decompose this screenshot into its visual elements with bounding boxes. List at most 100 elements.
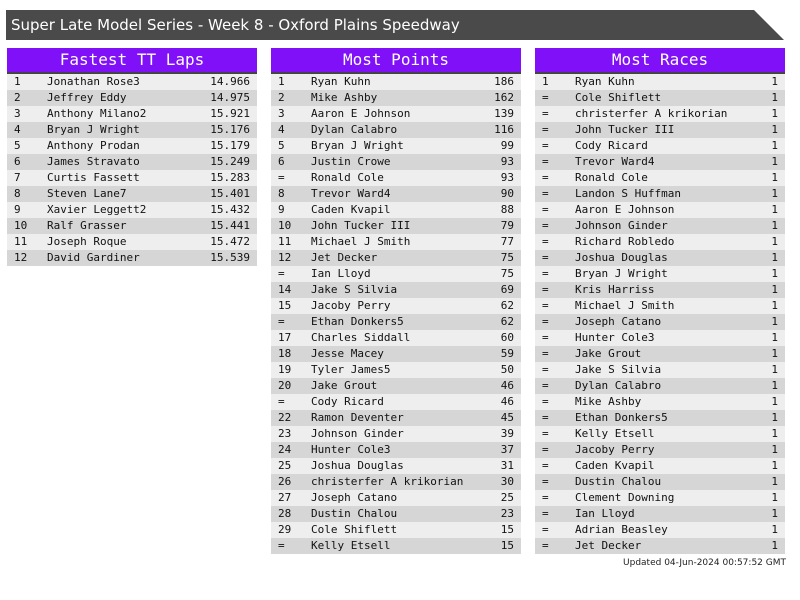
row-value: 25 bbox=[500, 491, 514, 504]
row-rank: 14 bbox=[278, 283, 292, 296]
table-row: = Hunter Cole3 1 bbox=[535, 330, 785, 346]
row-driver-name: Jet Decker bbox=[575, 539, 642, 552]
row-rank: 1 bbox=[542, 75, 549, 88]
row-rank: 5 bbox=[14, 139, 21, 152]
row-value: 1 bbox=[771, 171, 778, 184]
row-value: 60 bbox=[500, 331, 514, 344]
row-value: 1 bbox=[771, 443, 778, 456]
row-rank: 6 bbox=[278, 155, 285, 168]
table-row: 9 Xavier Leggett2 15.432 bbox=[7, 202, 257, 218]
table-row: = Adrian Beasley 1 bbox=[535, 522, 785, 538]
row-rank: 28 bbox=[278, 507, 292, 520]
row-value: 30 bbox=[500, 475, 514, 488]
row-value: 88 bbox=[500, 203, 514, 216]
row-value: 1 bbox=[771, 91, 778, 104]
row-driver-name: Jet Decker bbox=[311, 251, 378, 264]
table-row: = Johnson Ginder 1 bbox=[535, 218, 785, 234]
row-value: 1 bbox=[771, 347, 778, 360]
row-rank: 11 bbox=[14, 235, 28, 248]
row-value: 139 bbox=[494, 107, 514, 120]
row-rank: 5 bbox=[278, 139, 285, 152]
panel-most-points: Most Points 1 Ryan Kuhn 186 2 Mike Ashby 162 3… bbox=[271, 48, 521, 554]
row-value: 39 bbox=[500, 427, 514, 440]
row-rank: 17 bbox=[278, 331, 292, 344]
row-value: 15.539 bbox=[210, 251, 250, 264]
row-driver-name: Anthony Prodan bbox=[47, 139, 140, 152]
table-row: = Trevor Ward4 1 bbox=[535, 154, 785, 170]
row-value: 77 bbox=[500, 235, 514, 248]
updated-timestamp: Updated 04-Jun-2024 00:57:52 GMT bbox=[623, 558, 786, 568]
title-banner: Super Late Model Series - Week 8 - Oxfor… bbox=[6, 10, 784, 40]
row-rank: 4 bbox=[278, 123, 285, 136]
row-driver-name: Joshua Douglas bbox=[311, 459, 404, 472]
panel-most-races: Most Races 1 Ryan Kuhn 1 = Cole Shiflett 1 = ch… bbox=[535, 48, 785, 554]
row-driver-name: Ralf Grasser bbox=[47, 219, 127, 232]
row-value: 14.966 bbox=[210, 75, 250, 88]
row-driver-name: Jake S Silvia bbox=[575, 363, 662, 376]
row-value: 1 bbox=[771, 491, 778, 504]
table-row: 4 Dylan Calabro 116 bbox=[271, 122, 521, 138]
row-driver-name: Ian Lloyd bbox=[311, 267, 371, 280]
row-driver-name: Curtis Fassett bbox=[47, 171, 140, 184]
row-driver-name: Ethan Donkers5 bbox=[311, 315, 404, 328]
table-row: 17 Charles Siddall 60 bbox=[271, 330, 521, 346]
row-driver-name: Kris Harriss bbox=[575, 283, 655, 296]
table-row: 23 Johnson Ginder 39 bbox=[271, 426, 521, 442]
row-value: 1 bbox=[771, 187, 778, 200]
table-row: = Richard Robledo 1 bbox=[535, 234, 785, 250]
panel-rows: 1 Ryan Kuhn 186 2 Mike Ashby 162 3 Aaron E John… bbox=[271, 74, 521, 554]
row-driver-name: Cole Shiflett bbox=[311, 523, 398, 536]
row-driver-name: Cody Ricard bbox=[311, 395, 384, 408]
table-row: = Mike Ashby 1 bbox=[535, 394, 785, 410]
table-row: 12 David Gardiner 15.539 bbox=[7, 250, 257, 266]
row-driver-name: Aaron E Johnson bbox=[311, 107, 411, 120]
table-row: 28 Dustin Chalou 23 bbox=[271, 506, 521, 522]
row-driver-name: Aaron E Johnson bbox=[575, 203, 675, 216]
table-row: = Jake S Silvia 1 bbox=[535, 362, 785, 378]
row-rank: = bbox=[542, 107, 549, 120]
row-driver-name: Cole Shiflett bbox=[575, 91, 662, 104]
row-driver-name: Richard Robledo bbox=[575, 235, 675, 248]
row-rank: 2 bbox=[14, 91, 21, 104]
row-driver-name: Landon S Huffman bbox=[575, 187, 681, 200]
row-rank: = bbox=[542, 379, 549, 392]
table-row: = Kelly Etsell 15 bbox=[271, 538, 521, 554]
row-value: 46 bbox=[500, 395, 514, 408]
table-row: 2 Mike Ashby 162 bbox=[271, 90, 521, 106]
panel-header: Most Races bbox=[535, 48, 785, 74]
table-row: = Ian Lloyd 75 bbox=[271, 266, 521, 282]
row-value: 15.441 bbox=[210, 219, 250, 232]
row-driver-name: Jake S Silvia bbox=[311, 283, 398, 296]
row-value: 93 bbox=[500, 171, 514, 184]
row-value: 23 bbox=[500, 507, 514, 520]
row-driver-name: christerfer A krikorian bbox=[311, 475, 464, 488]
row-rank: = bbox=[542, 395, 549, 408]
row-driver-name: Ramon Deventer bbox=[311, 411, 404, 424]
table-row: 11 Joseph Roque 15.472 bbox=[7, 234, 257, 250]
table-row: 5 Anthony Prodan 15.179 bbox=[7, 138, 257, 154]
row-value: 93 bbox=[500, 155, 514, 168]
row-value: 1 bbox=[771, 267, 778, 280]
row-rank: = bbox=[542, 235, 549, 248]
table-row: = Ethan Donkers5 1 bbox=[535, 410, 785, 426]
row-value: 75 bbox=[500, 267, 514, 280]
table-row: 22 Ramon Deventer 45 bbox=[271, 410, 521, 426]
row-value: 15.432 bbox=[210, 203, 250, 216]
row-driver-name: John Tucker III bbox=[311, 219, 411, 232]
row-driver-name: Ronald Cole bbox=[575, 171, 648, 184]
row-driver-name: Jonathan Rose3 bbox=[47, 75, 140, 88]
table-row: 1 Jonathan Rose3 14.966 bbox=[7, 74, 257, 90]
row-rank: = bbox=[542, 91, 549, 104]
page-title: Super Late Model Series - Week 8 - Oxfor… bbox=[11, 16, 460, 34]
row-rank: 12 bbox=[278, 251, 292, 264]
row-value: 1 bbox=[771, 155, 778, 168]
row-driver-name: Johnson Ginder bbox=[575, 219, 668, 232]
row-rank: = bbox=[542, 475, 549, 488]
row-rank: = bbox=[278, 171, 285, 184]
table-row: 8 Trevor Ward4 90 bbox=[271, 186, 521, 202]
row-value: 50 bbox=[500, 363, 514, 376]
row-value: 15.176 bbox=[210, 123, 250, 136]
table-row: = Bryan J Wright 1 bbox=[535, 266, 785, 282]
row-driver-name: David Gardiner bbox=[47, 251, 140, 264]
row-rank: = bbox=[542, 219, 549, 232]
